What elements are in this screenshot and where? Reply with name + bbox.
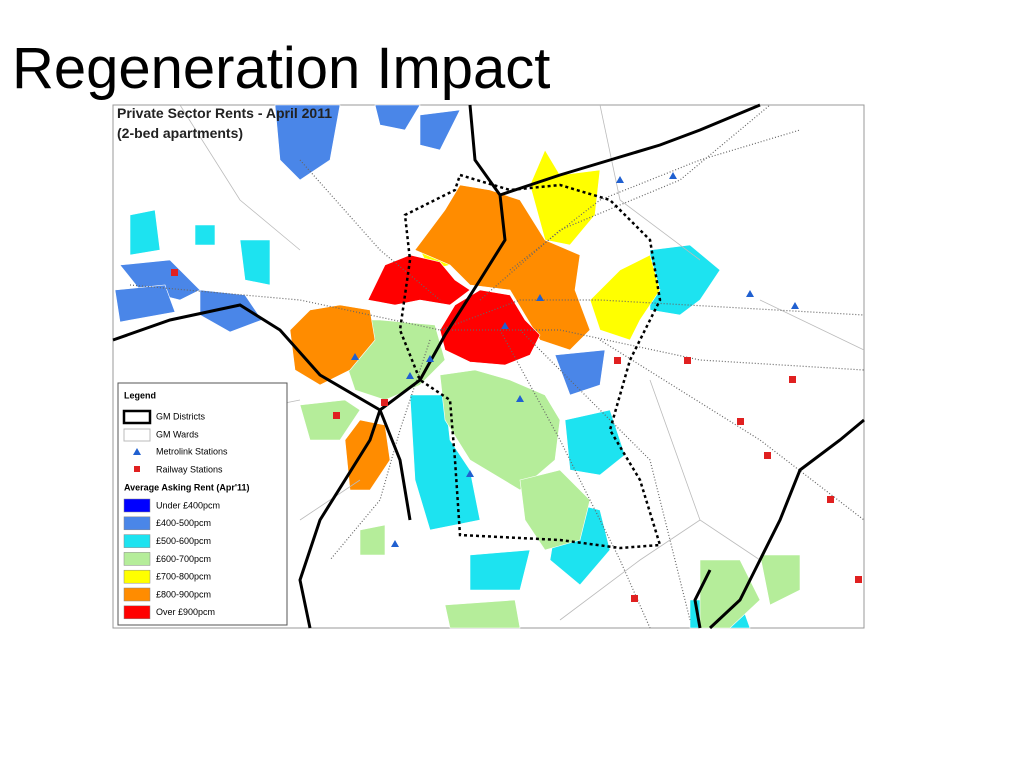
rent-area <box>444 599 521 629</box>
legend-swatch <box>123 552 151 566</box>
rent-area <box>344 419 391 491</box>
legend-label: £700-800pcm <box>156 572 211 582</box>
rent-area <box>274 104 341 181</box>
legend-swatch <box>123 498 151 513</box>
rent-area <box>554 349 606 396</box>
railway-stations <box>171 269 862 602</box>
railway-station <box>764 452 771 459</box>
rent-area <box>439 369 561 491</box>
legend-item: GM Wards <box>156 429 199 439</box>
legend-railway-icon <box>134 466 140 472</box>
legend: Legend GM Districts GM Wards Metrolink S… <box>117 382 288 626</box>
legend-classes: Under £400pcm £400-500pcm £500-600pcm £600-… <box>123 498 220 620</box>
rail <box>479 104 771 301</box>
legend-item: GM Districts <box>156 411 205 421</box>
legend-label: £400-500pcm <box>156 518 211 528</box>
rent-area <box>374 104 421 131</box>
district-boundary <box>378 409 412 521</box>
rent-area <box>649 244 721 316</box>
rent-area <box>129 209 161 256</box>
legend-district-swatch <box>122 409 152 425</box>
ward-boundaries <box>179 104 865 621</box>
district-boundary <box>708 418 865 630</box>
rail <box>299 159 441 301</box>
legend-swatch <box>123 534 151 548</box>
rent-area <box>367 254 471 306</box>
railway-station <box>381 399 388 406</box>
rent-area <box>589 254 661 341</box>
rent-area <box>529 149 601 246</box>
map-title: Private Sector Rents - April 2011 <box>117 105 332 121</box>
ward-lines <box>179 104 865 621</box>
map-subtitle: (2-bed apartments) <box>117 125 243 141</box>
rent-area <box>699 559 761 629</box>
legend-rent-heading: Average Asking Rent (Apr'11) <box>124 482 250 492</box>
legend-metrolink-icon <box>133 448 141 455</box>
legend-label: £800-900pcm <box>156 589 211 599</box>
railway-station <box>684 357 691 364</box>
rent-area <box>419 109 461 151</box>
district-lines <box>112 103 865 630</box>
district-boundary <box>298 409 382 629</box>
legend-swatch <box>123 516 151 531</box>
rail <box>519 329 691 621</box>
district-boundary <box>499 103 761 197</box>
railway-station <box>827 496 834 503</box>
district-boundary <box>693 569 712 629</box>
rent-area <box>199 289 263 333</box>
legend-item: Metrolink Stations <box>156 446 228 456</box>
railway-station <box>333 412 340 419</box>
legend-label: Over £900pcm <box>156 607 215 617</box>
legend-label: Under £400pcm <box>156 500 220 510</box>
rent-area <box>239 239 271 286</box>
rent-area <box>194 224 216 246</box>
legend-heading: Legend <box>124 390 156 400</box>
railway-station <box>171 269 178 276</box>
rent-area <box>359 524 386 556</box>
legend-label: £600-700pcm <box>156 554 211 564</box>
railway-station <box>737 418 744 425</box>
rent-regions <box>114 104 801 629</box>
rent-area <box>519 469 591 551</box>
legend-swatch <box>123 587 151 602</box>
map: Private Sector Rents - April 2011 (2-bed… <box>112 103 865 630</box>
rail-lines <box>129 104 865 629</box>
railway-station <box>614 357 621 364</box>
legend-label: £500-600pcm <box>156 536 211 546</box>
regeneration-boundary <box>398 173 662 550</box>
rail <box>599 339 865 521</box>
legend-item: Railway Stations <box>156 464 223 474</box>
rent-area <box>469 549 531 591</box>
slide-title: Regeneration Impact <box>12 36 550 101</box>
rail <box>499 329 651 629</box>
rent-area <box>299 399 361 441</box>
railway-station <box>789 376 796 383</box>
rail <box>509 129 801 271</box>
legend-swatch <box>123 605 151 620</box>
railway-station <box>631 595 638 602</box>
rent-area <box>759 554 801 606</box>
legend-ward-swatch <box>123 428 151 442</box>
legend-swatch <box>123 569 151 584</box>
rent-area <box>414 184 591 351</box>
railway-station <box>855 576 862 583</box>
